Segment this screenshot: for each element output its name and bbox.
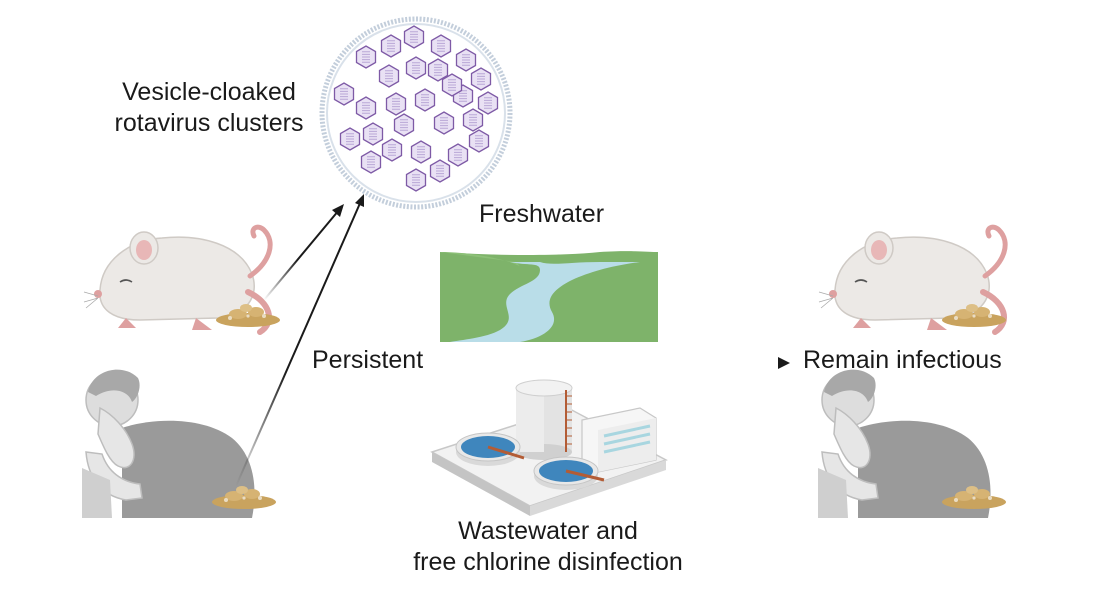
vesicle-label: Vesicle-cloaked rotavirus clusters [96, 77, 322, 139]
remain-infectious-label: Remain infectious [803, 346, 1002, 374]
arrow-icon [263, 204, 344, 301]
wastewater-label-line1: Wastewater and [458, 517, 638, 545]
river-landscape-icon [440, 251, 658, 342]
vesicle-icon [319, 16, 513, 210]
persistent-label: Persistent [312, 346, 424, 374]
arrow-icon [452, 357, 790, 369]
wastewater-plant-icon [430, 379, 668, 516]
vesicle-label-line1: Vesicle-cloaked [122, 78, 296, 106]
wastewater-label-line2: free chlorine disinfection [413, 548, 683, 576]
vesicle-label-line2: rotavirus clusters [114, 109, 304, 137]
freshwater-label: Freshwater [479, 200, 605, 228]
wastewater-label: Wastewater and free chlorine disinfectio… [380, 516, 716, 578]
arrow-icon [235, 194, 364, 487]
rotavirus-particle-icon [333, 25, 499, 192]
